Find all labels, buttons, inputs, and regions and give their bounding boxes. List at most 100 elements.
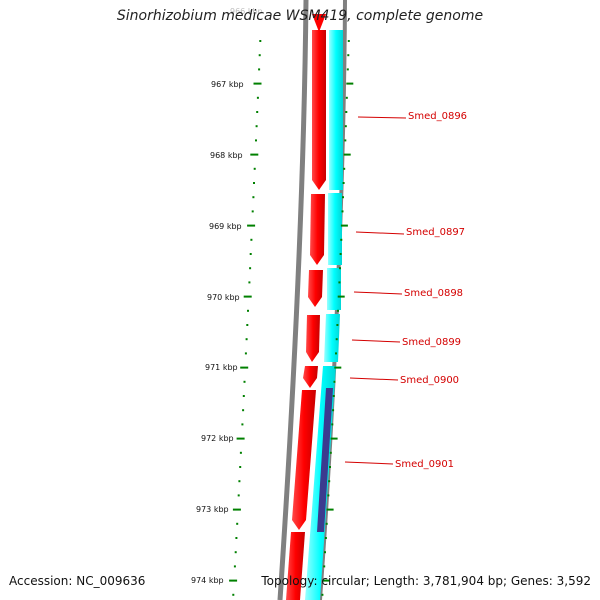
inner-minor-tick (332, 395, 335, 397)
minor-tick (234, 551, 237, 554)
major-tick (229, 579, 238, 582)
minor-tick (248, 281, 251, 284)
gene-block[interactable] (324, 314, 340, 362)
minor-tick (251, 210, 254, 213)
inner-major-tick (337, 295, 345, 298)
major-tick (243, 295, 252, 298)
minor-tick (233, 565, 236, 568)
minor-tick (238, 480, 241, 483)
major-tick (236, 437, 245, 440)
minor-tick (252, 196, 255, 199)
inner-minor-tick (335, 338, 338, 341)
inner-minor-tick (336, 324, 339, 326)
inner-minor-tick (324, 537, 327, 539)
minor-tick (256, 96, 259, 99)
minor-tick (253, 167, 256, 170)
inner-minor-tick (323, 565, 326, 568)
gene-label[interactable]: Smed_0900 (400, 375, 459, 386)
minor-tick (242, 395, 245, 397)
minor-tick (255, 139, 257, 142)
gene-label[interactable]: Smed_0898 (404, 288, 463, 299)
kbp-label: 967 kbp (211, 80, 244, 89)
gene-label[interactable]: Smed_0901 (395, 459, 454, 470)
inner-minor-tick (347, 40, 350, 42)
gene-block[interactable] (329, 30, 343, 190)
major-tick (250, 153, 259, 156)
minor-tick (258, 54, 261, 57)
minor-tick (239, 466, 242, 468)
genome-title: Sinorhizobium medicae WSM419, complete g… (116, 8, 484, 24)
gene-block[interactable] (312, 30, 326, 190)
inner-minor-tick (347, 54, 350, 57)
leader-line (351, 339, 401, 343)
kbp-label: 969 kbp (209, 222, 242, 231)
topology-text: Topology: circular; Length: 3,781,904 bp… (261, 574, 591, 588)
inner-minor-tick (342, 182, 345, 184)
inner-minor-tick (328, 480, 331, 483)
inner-minor-tick (332, 409, 335, 412)
major-tick (232, 508, 241, 511)
inner-major-tick (340, 224, 348, 227)
gene-label[interactable]: Smed_0899 (402, 337, 461, 348)
inner-minor-tick (343, 167, 346, 170)
inner-minor-tick (321, 593, 324, 596)
gene-block[interactable] (327, 268, 341, 310)
major-tick (247, 224, 256, 227)
kbp-label: 971 kbp (205, 363, 238, 372)
gene-block[interactable] (306, 315, 320, 362)
kbp-label: 974 kbp (191, 576, 224, 585)
minor-tick (239, 451, 242, 454)
minor-tick (237, 494, 240, 497)
leader-line (344, 461, 394, 465)
inner-minor-tick (325, 522, 328, 525)
feature-bar[interactable] (317, 388, 333, 532)
forward-track (286, 14, 326, 600)
inner-minor-tick (341, 210, 344, 213)
inner-minor-tick (331, 423, 334, 426)
inner-minor-tick (324, 551, 326, 554)
major-tick (240, 366, 249, 369)
minor-tick (245, 338, 248, 341)
minor-tick (256, 111, 259, 113)
minor-tick (247, 309, 249, 312)
gene-block[interactable] (328, 193, 342, 265)
inner-minor-tick (335, 352, 337, 355)
gene-label[interactable]: Smed_0897 (406, 227, 465, 238)
leader-line (355, 231, 405, 235)
minor-tick (249, 253, 252, 255)
inner-minor-tick (329, 451, 332, 454)
minor-tick (249, 267, 252, 270)
kbp-label-top: 966 kbp (230, 7, 263, 16)
gene-label[interactable]: Smed_0896 (408, 111, 467, 122)
kbp-label: 973 kbp (196, 505, 229, 514)
leader-line (357, 116, 407, 119)
minor-tick (258, 68, 261, 71)
minor-tick (244, 352, 247, 355)
inner-minor-tick (338, 281, 341, 284)
inner-minor-tick (344, 139, 347, 142)
accession-text: Accession: NC_009636 (9, 574, 146, 588)
kbp-label: 968 kbp (210, 151, 243, 160)
minor-tick (236, 522, 239, 525)
gene-block[interactable] (303, 366, 318, 388)
inner-minor-tick (339, 267, 341, 270)
minor-tick (243, 380, 246, 383)
inner-major-tick (346, 82, 354, 85)
gene-block[interactable] (286, 532, 305, 600)
inner-minor-tick (337, 309, 339, 312)
inner-minor-tick (339, 253, 342, 255)
minor-tick (250, 238, 253, 241)
leader-line (349, 377, 399, 381)
minor-tick (259, 40, 262, 42)
inner-major-tick (326, 508, 334, 511)
gene-block[interactable] (310, 194, 325, 265)
gene-block[interactable] (292, 390, 316, 530)
kbp-labels: 966 kbp 967 kbp 968 kbp 969 kbp 970 kbp … (191, 7, 263, 585)
minor-tick (255, 125, 258, 128)
inner-minor-tick (340, 238, 343, 241)
gene-block[interactable] (308, 270, 323, 307)
major-tick (253, 82, 262, 85)
leader-line (353, 291, 403, 295)
minor-tick (253, 182, 255, 184)
